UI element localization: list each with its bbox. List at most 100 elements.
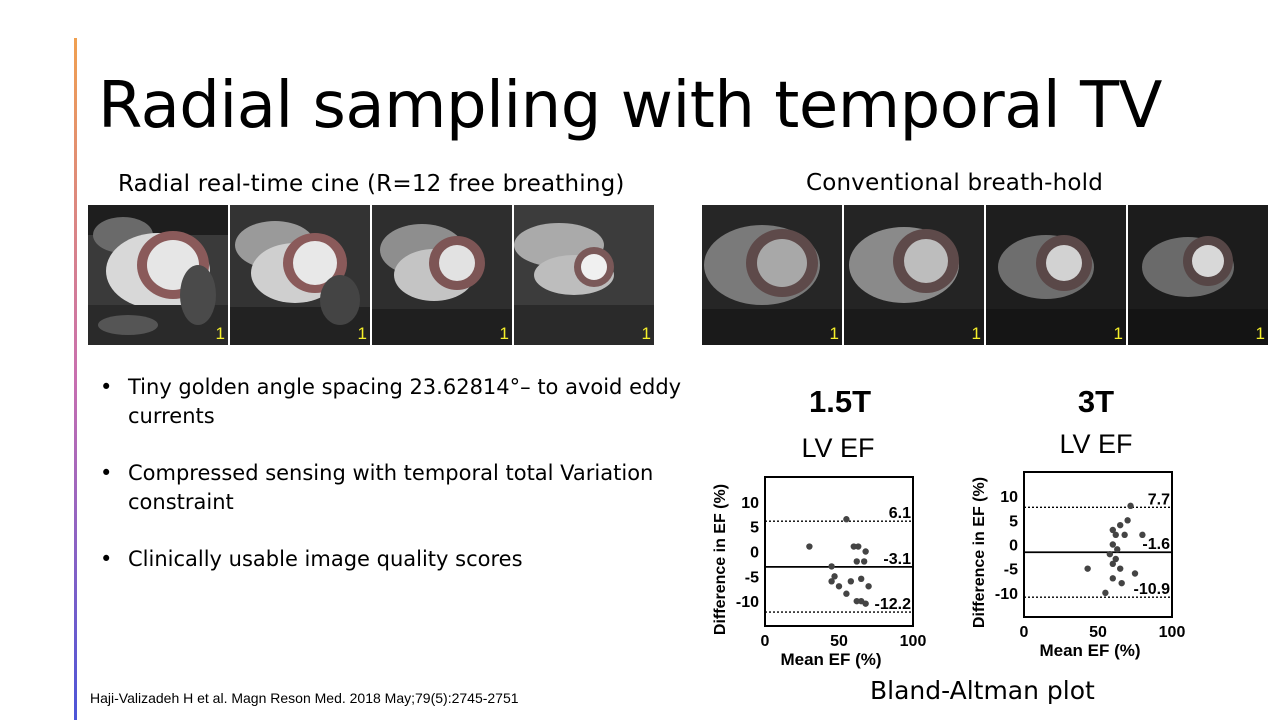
y-tick-label: -5 <box>745 569 759 586</box>
y-tick-label: 5 <box>1009 513 1018 530</box>
y-tick-label: -10 <box>995 586 1018 603</box>
reference-line-label: -12.2 <box>875 596 912 613</box>
data-point <box>835 583 843 590</box>
data-point <box>1084 565 1091 572</box>
cine-frame-radial-3: 1 <box>372 205 512 345</box>
frame-number: 1 <box>1255 324 1265 343</box>
y-tick-label: 10 <box>1000 489 1018 506</box>
data-point <box>1114 546 1121 553</box>
x-tick-label: 0 <box>1020 624 1029 641</box>
radial-cine-caption: Radial real-time cine (R=12 free breathi… <box>118 171 625 197</box>
data-point <box>1117 521 1124 529</box>
plot-caption: Bland-Altman plot <box>870 676 1095 705</box>
y-tick-label: 0 <box>1009 538 1018 555</box>
data-point <box>858 575 865 583</box>
x-tick-label: 100 <box>900 633 927 650</box>
reference-line-label: 7.7 <box>1148 491 1170 508</box>
y-axis-label: Difference in EF (%) <box>971 477 988 628</box>
mri-image <box>986 205 1126 345</box>
data-point <box>843 590 850 597</box>
reference-line-label: 6.1 <box>889 505 911 522</box>
cine-frame-conventional-3: 1 <box>986 205 1126 345</box>
x-tick-label: 50 <box>830 633 848 650</box>
data-point <box>828 563 835 570</box>
data-point <box>1139 531 1146 539</box>
cine-frame-radial-4: 1 <box>514 205 654 345</box>
mri-image <box>230 205 370 345</box>
citation: Haji-Valizadeh H et al. Magn Reson Med. … <box>90 690 519 706</box>
x-axis-label: Mean EF (%) <box>1039 641 1140 660</box>
data-point <box>843 516 850 523</box>
frame-number: 1 <box>829 324 839 343</box>
data-point <box>1109 560 1116 568</box>
data-point <box>860 558 868 565</box>
chart-title: 3T <box>1078 384 1114 419</box>
data-point <box>1124 517 1131 524</box>
chart-subtitle: LV EF <box>1059 429 1132 459</box>
y-tick-label: 5 <box>750 520 759 537</box>
mri-image <box>1128 205 1268 345</box>
data-point <box>806 543 813 550</box>
data-point <box>847 578 855 585</box>
cine-frame-radial-2: 1 <box>230 205 370 345</box>
y-tick-label: 0 <box>750 545 759 562</box>
data-point <box>850 543 857 550</box>
mri-image <box>514 205 654 345</box>
data-point <box>1117 565 1124 572</box>
reference-line-label: -10.9 <box>1134 581 1171 598</box>
x-tick-label: 100 <box>1159 624 1186 641</box>
chart-subtitle: LV EF <box>801 433 874 463</box>
cine-frame-conventional-4: 1 <box>1128 205 1268 345</box>
data-point <box>1131 570 1139 577</box>
frame-number: 1 <box>499 324 509 343</box>
y-axis-label: Difference in EF (%) <box>712 484 729 635</box>
data-point <box>1109 541 1116 548</box>
chart-title: 1.5T <box>809 384 871 419</box>
bullet-item: Tiny golden angle spacing 23.62814°– to … <box>100 373 720 431</box>
data-point <box>1106 550 1114 558</box>
x-axis-label: Mean EF (%) <box>780 650 881 669</box>
y-tick-label: 10 <box>741 495 759 512</box>
frame-number: 1 <box>357 324 367 343</box>
data-point <box>1121 531 1128 539</box>
frame-number: 1 <box>641 324 651 343</box>
data-point <box>1109 526 1116 534</box>
data-point <box>855 543 862 550</box>
data-point <box>1118 579 1125 587</box>
x-tick-label: 50 <box>1089 624 1107 641</box>
data-point <box>862 600 869 607</box>
bullet-list: Tiny golden angle spacing 23.62814°– to … <box>100 373 720 602</box>
cine-frame-conventional-2: 1 <box>844 205 984 345</box>
x-tick-label: 0 <box>761 633 770 650</box>
plot-frame <box>1023 471 1173 618</box>
plot-frame <box>764 476 914 627</box>
data-point <box>831 573 838 580</box>
frame-number: 1 <box>971 324 981 343</box>
cine-frame-conventional-1: 1 <box>702 205 842 345</box>
y-tick-label: -5 <box>1004 562 1018 579</box>
data-point <box>853 558 860 565</box>
accent-bar <box>74 38 77 720</box>
data-point <box>1102 589 1109 597</box>
data-point <box>828 578 835 585</box>
data-point <box>1109 575 1116 582</box>
data-point <box>1127 502 1134 510</box>
slide-title: Radial sampling with temporal TV <box>98 69 1162 143</box>
mri-image <box>88 205 228 345</box>
frame-number: 1 <box>215 324 225 343</box>
data-point <box>1112 555 1119 563</box>
data-point <box>853 597 860 605</box>
data-point <box>865 583 872 590</box>
bullet-item: Compressed sensing with temporal total V… <box>100 459 720 517</box>
breath-hold-caption: Conventional breath-hold <box>806 170 1104 196</box>
reference-line-label: -1.6 <box>1142 536 1170 553</box>
cine-frame-radial-1: 1 <box>88 205 228 345</box>
data-point <box>1112 531 1119 539</box>
bullet-item: Clinically usable image quality scores <box>100 545 720 574</box>
mri-image <box>702 205 842 345</box>
mri-image <box>844 205 984 345</box>
reference-line-label: -3.1 <box>883 551 911 568</box>
y-tick-label: -10 <box>736 594 759 611</box>
frame-number: 1 <box>1113 324 1123 343</box>
